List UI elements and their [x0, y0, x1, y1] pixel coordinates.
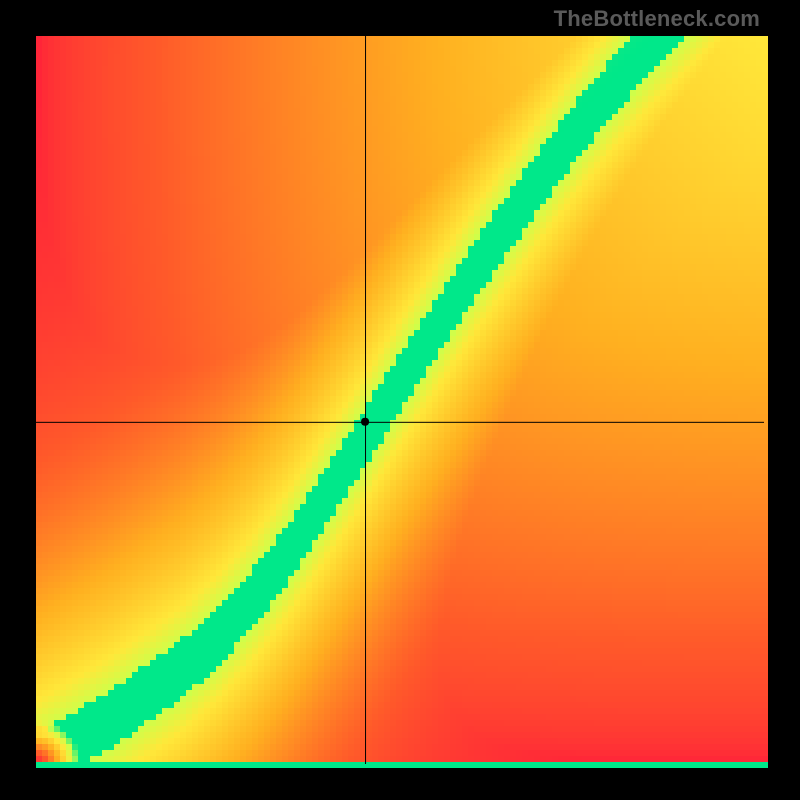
bottleneck-heatmap — [0, 0, 800, 800]
watermark-text: TheBottleneck.com — [554, 6, 760, 32]
